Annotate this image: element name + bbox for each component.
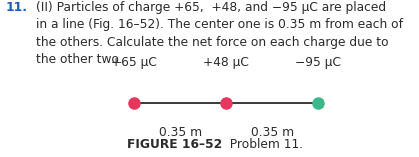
Text: FIGURE 16–52: FIGURE 16–52 [127,138,222,151]
Text: +48 μC: +48 μC [203,56,249,69]
Text: 0.35 m: 0.35 m [251,126,294,139]
Text: +65 μC: +65 μC [111,56,157,69]
Text: −95 μC: −95 μC [295,56,341,69]
Text: Problem 11.: Problem 11. [222,138,303,151]
Text: 0.35 m: 0.35 m [159,126,202,139]
Text: (II) Particles of charge +65,  +48, and −95 μC are placed
in a line (Fig. 16–52): (II) Particles of charge +65, +48, and −… [36,1,403,66]
Text: 11.: 11. [5,1,28,14]
